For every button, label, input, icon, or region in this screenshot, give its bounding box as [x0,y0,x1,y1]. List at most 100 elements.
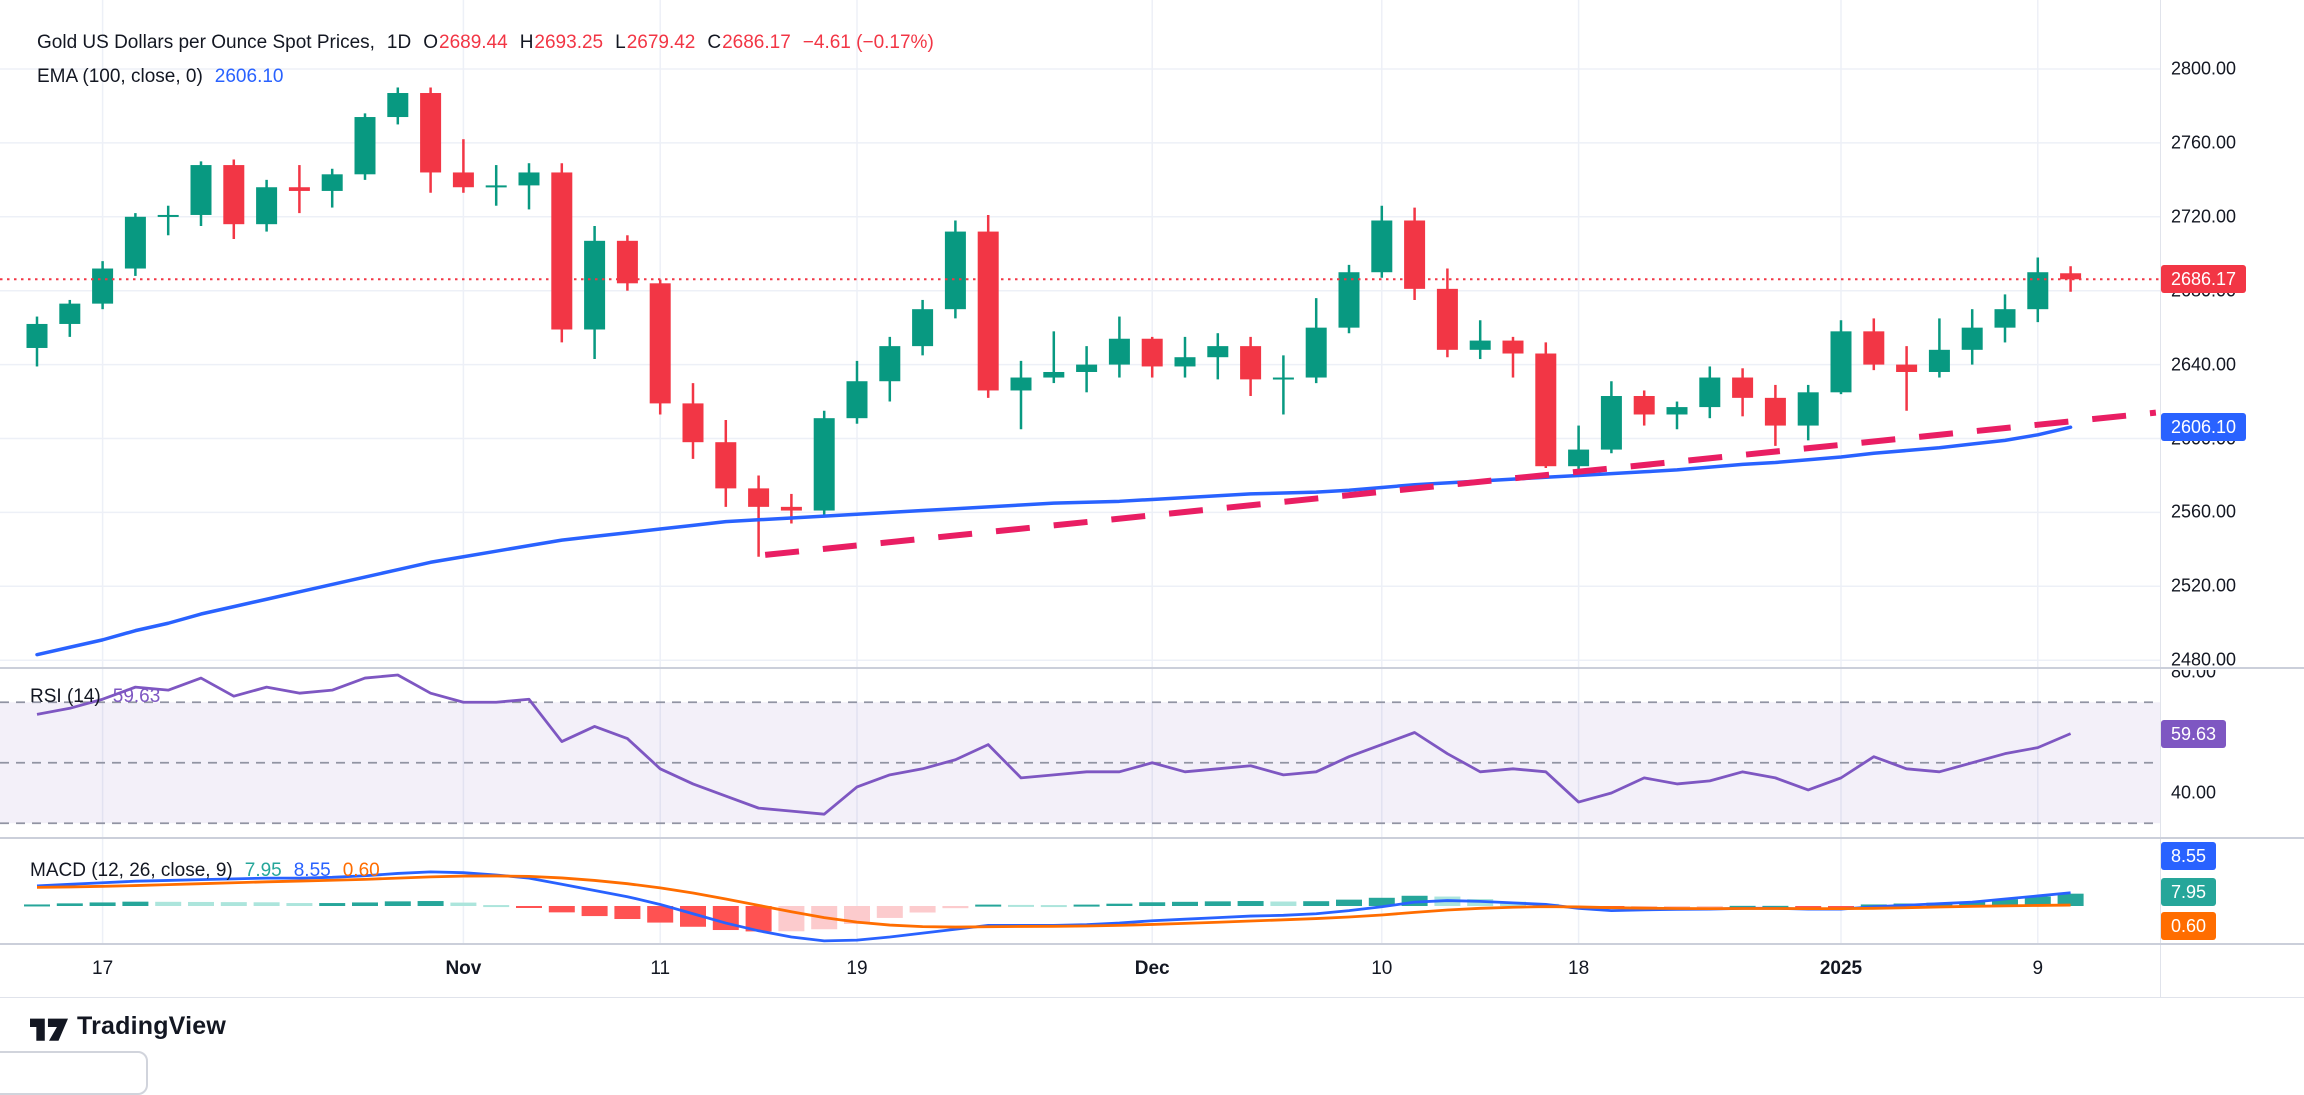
macd-histogram-bar [319,903,346,906]
candle-body [518,172,540,186]
candle-body [1666,407,1688,415]
candle-body [1436,288,1458,350]
macd-histogram-bar [1992,899,2018,906]
rsi-legend[interactable]: RSI (14) 59.63 [30,686,160,708]
macd-legend[interactable]: MACD (12, 26, close, 9) 7.95 8.55 0.60 [30,860,380,882]
candle-body [92,268,114,304]
candle-body [682,403,704,443]
candle-body [1404,220,1426,289]
rsi-axis-label: 40.00 [2171,782,2217,803]
low-label: L [615,32,626,53]
time-axis-label: 18 [1568,958,1590,979]
macd-histogram-bar [1795,906,1822,908]
candle-body [780,506,802,511]
candle-body [1043,371,1065,378]
macd-histogram-bar [89,902,116,906]
time-axis[interactable]: 17 Nov 11 19 Dec 10 18 2025 9 [0,946,2304,998]
candle-body [649,283,671,404]
trend-line[interactable] [764,409,2157,558]
rsi-value-badge: 59.63 [2161,720,2227,748]
macd-histogram-badge: 7.95 [2161,878,2217,906]
ohlc-close: C 2686.17 [707,32,790,54]
candle-body [1699,377,1721,408]
candle-body [1600,396,1622,450]
candle-body [1010,377,1032,391]
chart-canvas[interactable] [0,0,2304,1066]
ema-value: 2606.10 [214,66,284,87]
macd-histogram-bar [1237,901,1264,906]
candle-body [977,231,999,391]
rsi-line [36,673,2072,816]
candle-body [1502,340,1524,354]
price-axis-label: 2560.00 [2171,501,2237,522]
price-axis-label: 2520.00 [2171,575,2237,596]
candle-body [944,231,966,310]
macd-histogram-bar [1139,902,1166,906]
candle-body [452,172,474,188]
macd-histogram-bar [155,901,182,906]
macd-label: MACD (12, 26, close, 9) [30,860,233,881]
candle-body [1830,331,1852,393]
macd-histogram-bar [942,906,969,909]
macd-histogram-bar [1303,901,1330,906]
chart-bottom-border [0,997,2304,998]
macd-histogram-bar [876,906,903,918]
candle-body [124,216,146,269]
price-axis-label: 2640.00 [2171,354,2237,375]
rsi-pane-decor [0,701,2160,825]
macd-histogram-bar [516,906,542,908]
macd-histogram-bar [581,906,608,917]
candle-body [485,185,507,188]
macd-histogram-bar [1172,901,1198,906]
macd-histogram-bar [483,905,510,908]
ema-legend[interactable]: EMA (100, close, 0) 2606.10 [37,66,283,88]
candle-body [1797,392,1819,426]
candle-body [1076,364,1098,372]
high-label: H [519,32,534,53]
low-value: 2679.42 [626,32,696,53]
candle-body [1633,396,1655,415]
close-value: 2686.17 [722,32,791,53]
time-axis-label: 9 [2032,958,2044,979]
change-value: −4.61 (−0.17%) [802,32,934,53]
pane-divider[interactable] [0,837,2304,839]
price-axis-label: 2800.00 [2171,58,2237,79]
tradingview-logo[interactable]: TradingView [30,1010,226,1042]
pane-divider[interactable] [0,667,2304,669]
candle-body [813,418,835,511]
rsi-axis-label: 80.00 [2171,670,2217,682]
time-axis-label: Dec [1134,958,1170,979]
macd-histogram-bar [352,902,378,906]
ohlc-low: L 2679.42 [615,32,695,54]
macd-histogram-bar [975,904,1002,907]
macd-histogram-bar [56,903,83,906]
macd-histogram-bar [1270,901,1297,906]
ema-line [35,425,2073,657]
time-axis-label: 19 [846,958,868,979]
candle-body [59,303,81,324]
symbol-title: Gold US Dollars per Ounce Spot Prices, [37,32,375,53]
macd-histogram-bar [1696,906,1723,908]
candle-body [223,165,245,225]
candle-body [387,93,409,118]
candle-body [551,172,573,330]
macd-histogram-bar [1204,901,1231,906]
candle-body [912,309,934,347]
last-price-badge: 2686.17 [2161,265,2247,293]
macd-histogram-bar [548,906,575,913]
candle-body [1994,309,2016,328]
macd-signal-line [36,874,2071,929]
candle-body [1338,272,1360,328]
price-axis[interactable] [2160,0,2304,944]
macd-histogram-bar [909,906,936,913]
candle-body [1141,338,1163,367]
macd-histogram-bar [24,904,50,907]
macd-histogram-bar [253,902,280,906]
candle-body [256,187,278,225]
high-value: 2693.25 [534,32,604,53]
rsi-value: 59.63 [112,686,161,707]
candle-body [748,488,770,507]
time-axis-label: 10 [1371,958,1393,979]
symbol-legend[interactable]: Gold US Dollars per Ounce Spot Prices, 1… [37,32,934,54]
